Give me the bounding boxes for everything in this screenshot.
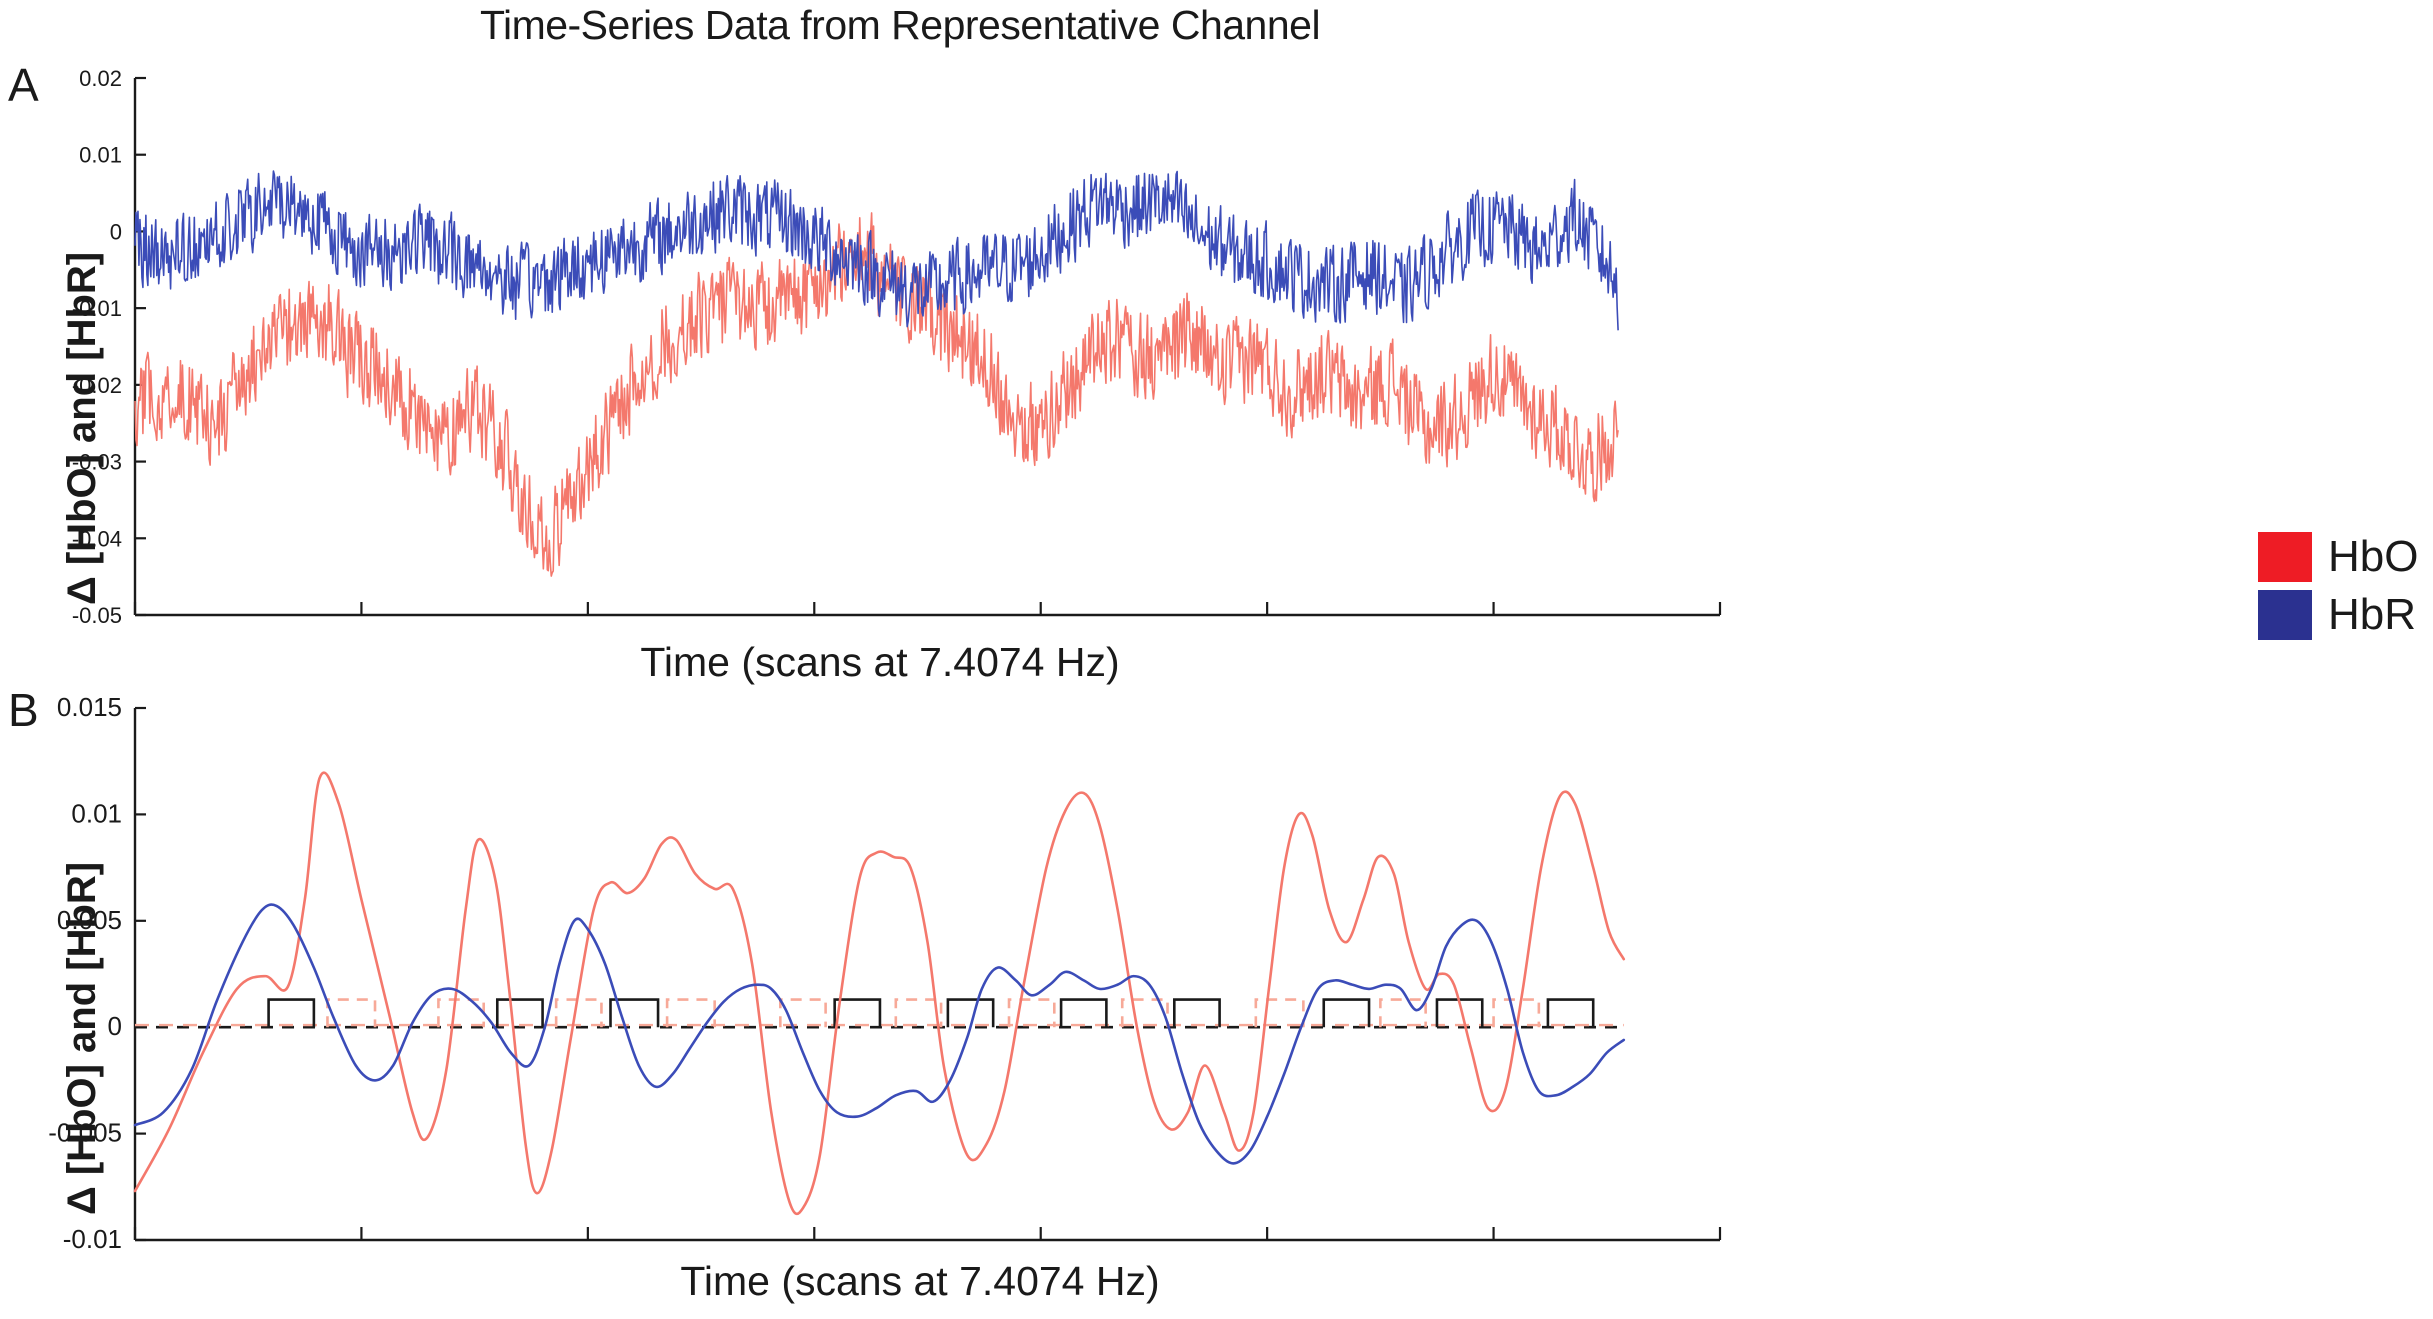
legend-swatch-hbr — [2258, 590, 2312, 640]
figure-title: Time-Series Data from Representative Cha… — [479, 2, 1321, 48]
svg-text:-0.05: -0.05 — [72, 603, 122, 628]
legend-label-hbo: HbO — [2328, 532, 2419, 581]
svg-text:-0.02: -0.02 — [72, 373, 122, 398]
svg-text:1400: 1400 — [1696, 626, 1745, 630]
svg-text:1000: 1000 — [1243, 626, 1292, 630]
panel-a-x-axis-label: Time (scans at 7.4074 Hz) — [640, 639, 1120, 685]
legend: HbO HbR — [2258, 528, 2418, 644]
svg-text:200: 200 — [343, 626, 380, 630]
svg-text:-0.03: -0.03 — [72, 450, 122, 475]
svg-text:0.015: 0.015 — [57, 692, 122, 722]
svg-text:0: 0 — [128, 1247, 142, 1250]
svg-text:-0.01: -0.01 — [72, 296, 122, 321]
svg-text:400: 400 — [566, 1247, 609, 1250]
svg-text:200: 200 — [340, 1247, 383, 1250]
legend-label-hbr: HbR — [2328, 590, 2417, 639]
legend-item-hbo: HbO — [2258, 528, 2418, 586]
svg-text:1000: 1000 — [1238, 1247, 1296, 1250]
panel-letter-a: A — [8, 59, 39, 111]
svg-text:600: 600 — [796, 626, 833, 630]
svg-text:0.02: 0.02 — [79, 66, 122, 91]
svg-text:600: 600 — [793, 1247, 836, 1250]
legend-swatch-hbo — [2258, 532, 2312, 582]
svg-text:1400: 1400 — [1691, 1247, 1749, 1250]
svg-text:0: 0 — [110, 219, 122, 244]
legend-item-hbr: HbR — [2258, 586, 2418, 644]
svg-text:800: 800 — [1022, 626, 1059, 630]
svg-text:0: 0 — [108, 1011, 122, 1041]
svg-text:0.01: 0.01 — [79, 143, 122, 168]
svg-text:1200: 1200 — [1469, 626, 1518, 630]
panel-b-x-axis-label: Time (scans at 7.4074 Hz) — [680, 1258, 1160, 1304]
panel-a-plot: 0.02 0.01 0 -0.01 -0.02 -0.03 -0.04 -0.05 0 200 40… — [72, 66, 1745, 630]
svg-text:400: 400 — [569, 626, 606, 630]
svg-text:1200: 1200 — [1465, 1247, 1523, 1250]
panel-b-plot: 0.015 0.01 0.005 0 -0.005 -0.01 0 200 400 600 800 1… — [48, 692, 1749, 1250]
svg-text:-0.04: -0.04 — [72, 526, 122, 551]
svg-text:-0.005: -0.005 — [48, 1118, 122, 1148]
svg-text:-0.01: -0.01 — [63, 1224, 122, 1250]
svg-text:0.01: 0.01 — [71, 798, 122, 828]
panel-letter-b: B — [8, 684, 39, 736]
svg-text:0.005: 0.005 — [57, 905, 122, 935]
svg-text:800: 800 — [1019, 1247, 1062, 1250]
svg-text:0: 0 — [129, 626, 141, 630]
